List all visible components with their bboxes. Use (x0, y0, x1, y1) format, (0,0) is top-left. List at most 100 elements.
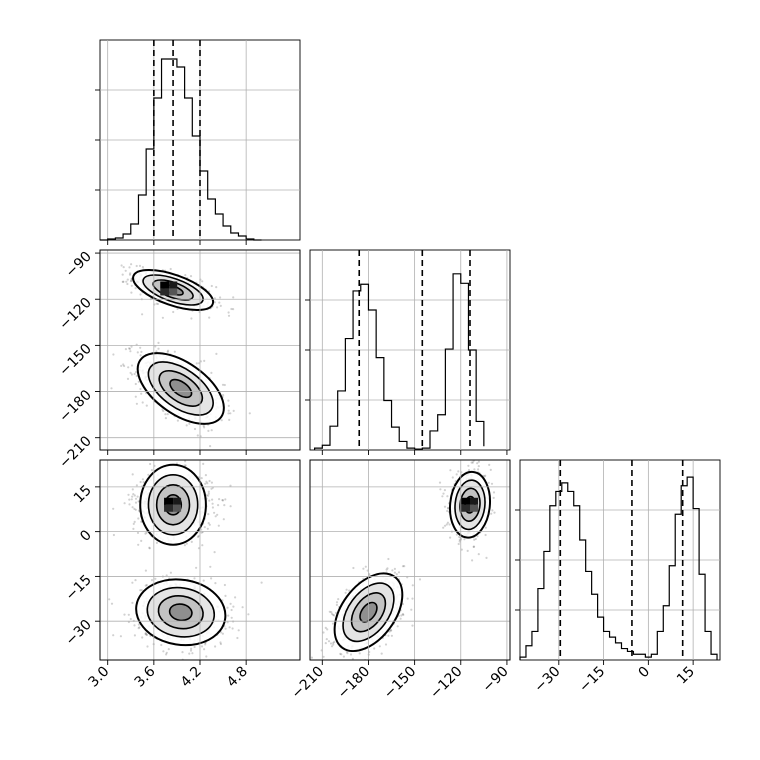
scatter-point (119, 635, 122, 638)
scatter-point (129, 280, 133, 283)
scatter-point (227, 412, 230, 415)
scatter-point (218, 301, 221, 304)
scatter-point (121, 273, 124, 276)
scatter-point (222, 518, 225, 521)
histogram-panel-0 (95, 39, 301, 241)
scatter-point (352, 566, 355, 570)
scatter-point (145, 633, 149, 637)
scatter-point (345, 588, 348, 591)
scatter-point (446, 521, 449, 524)
scatter-point (123, 613, 126, 616)
scatter-point (210, 284, 213, 288)
scatter-point (162, 650, 165, 653)
scatter-point (127, 493, 130, 496)
scatter-point (120, 364, 123, 367)
scatter-point (221, 383, 225, 386)
scatter-point (220, 419, 223, 422)
scatter-point (447, 506, 450, 509)
scatter-point (211, 502, 214, 505)
scatter-point (137, 380, 140, 383)
scatter-point (204, 474, 207, 477)
scatter-point (130, 498, 133, 501)
scatter-point (396, 625, 399, 628)
x-tick-label: −150 (381, 664, 420, 703)
scatter-point (449, 469, 452, 472)
scatter-point (474, 537, 477, 541)
scatter-point (136, 531, 140, 535)
scatter-point (165, 651, 168, 654)
y-tick-label: −120 (56, 295, 95, 334)
scatter-point (131, 601, 134, 605)
x-tick-label: −15 (576, 664, 608, 696)
scatter-point (184, 464, 187, 467)
scatter-point (322, 631, 325, 634)
scatter-panel-1 (99, 456, 301, 661)
scatter-point (443, 489, 446, 492)
scatter-point (477, 553, 480, 556)
y-tick-label: 15 (71, 482, 95, 506)
scatter-point (206, 482, 209, 485)
scatter-point (172, 310, 175, 314)
scatter-point (203, 426, 206, 429)
peak-cell (169, 281, 178, 289)
scatter-point (191, 652, 194, 655)
scatter-point (247, 613, 250, 616)
scatter-point (224, 627, 227, 630)
scatter-point (340, 653, 343, 656)
scatter-point (133, 494, 136, 497)
scatter-point (167, 648, 170, 651)
scatter-point (202, 462, 205, 465)
scatter-point (217, 504, 220, 507)
scatter-point (195, 566, 198, 569)
scatter-point (136, 495, 139, 498)
scatter-point (129, 371, 132, 374)
scatter-point (351, 657, 354, 660)
scatter-point (207, 429, 210, 432)
scatter-point (448, 523, 451, 526)
scatter-point (449, 536, 452, 539)
scatter-point (138, 264, 142, 267)
scatter-point (458, 535, 461, 539)
scatter-point (141, 636, 144, 639)
scatter-point (108, 598, 111, 601)
scatter-panel-2 (309, 459, 511, 661)
scatter-point (174, 456, 176, 458)
peak-cell (164, 504, 174, 512)
scatter-point (411, 624, 414, 627)
scatter-panel-0 (99, 249, 301, 451)
scatter-point (140, 520, 143, 523)
scatter-point (156, 302, 160, 306)
scatter-point (207, 522, 210, 525)
scatter-point (232, 409, 235, 412)
x-tick-label: 15 (674, 664, 698, 688)
scatter-point (210, 577, 213, 580)
scatter-point (144, 584, 147, 587)
scatter-point (488, 463, 491, 466)
scatter-point (211, 506, 214, 509)
scatter-point (491, 509, 494, 512)
scatter-point (406, 597, 409, 600)
x-tick-label: −30 (531, 664, 563, 696)
scatter-point (139, 480, 142, 484)
scatter-point (335, 603, 338, 607)
peak-cell (470, 497, 478, 505)
scatter-point (466, 549, 469, 553)
peak-cell (461, 497, 470, 505)
scatter-point (471, 559, 474, 562)
histogram-series-2 (519, 476, 718, 660)
scatter-point (213, 551, 216, 554)
scatter-point (123, 502, 126, 505)
scatter-point (155, 350, 158, 353)
scatter-point (126, 278, 129, 281)
scatter-point (221, 499, 225, 502)
scatter-point (146, 645, 149, 648)
scatter-point (332, 613, 335, 617)
scatter-point (134, 382, 137, 386)
scatter-point (154, 577, 157, 580)
scatter-point (214, 582, 217, 585)
scatter-point (140, 539, 143, 543)
scatter-point (207, 494, 210, 497)
scatter-point (227, 399, 230, 402)
scatter-point (229, 412, 232, 415)
scatter-point (139, 589, 142, 592)
